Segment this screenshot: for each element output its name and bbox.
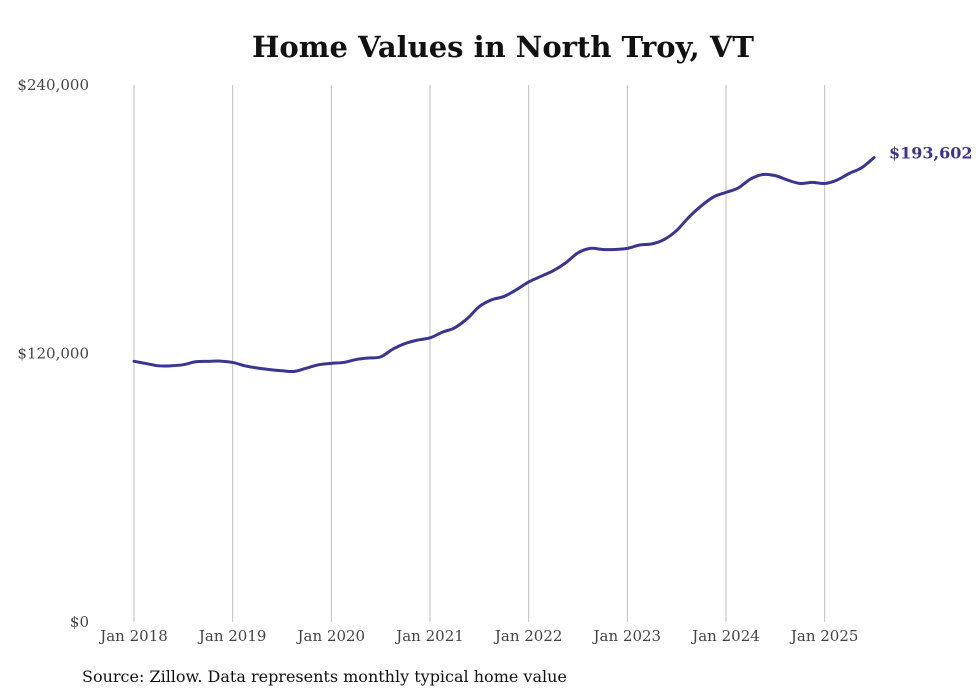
x-tick-label: Jan 2022 bbox=[493, 627, 563, 645]
x-tick-label: Jan 2024 bbox=[690, 627, 760, 645]
series-layer bbox=[132, 156, 876, 374]
y-axis: $0 $120,000 $240,000 bbox=[17, 76, 89, 631]
vertical-gridlines bbox=[133, 85, 826, 622]
chart-title: Home Values in North Troy, VT bbox=[252, 30, 754, 64]
x-tick-label: Jan 2021 bbox=[394, 627, 464, 645]
series-line bbox=[132, 156, 876, 374]
y-tick-label: $240,000 bbox=[17, 76, 89, 94]
x-tick-label: Jan 2018 bbox=[98, 627, 168, 645]
x-tick-label: Jan 2019 bbox=[197, 627, 267, 645]
end-value-label: $193,602 bbox=[889, 144, 973, 163]
x-tick-label: Jan 2025 bbox=[789, 627, 859, 645]
home-values-line-chart: $0$120,000$240,000 Jan 2018 Jan 2019 Jan 2… bbox=[17, 76, 973, 645]
end-label-layer: $193,602 bbox=[889, 144, 973, 163]
x-axis: Jan 2018 Jan 2019 Jan 2020 Jan 2021 Jan 2022… bbox=[98, 627, 858, 645]
x-tick-label: Jan 2023 bbox=[592, 627, 662, 645]
x-tick-label: Jan 2020 bbox=[296, 627, 366, 645]
source-note: Source: Zillow. Data represents monthly … bbox=[82, 667, 567, 686]
y-tick-label: $0 bbox=[70, 613, 89, 631]
y-tick-label: $120,000 bbox=[17, 345, 89, 363]
